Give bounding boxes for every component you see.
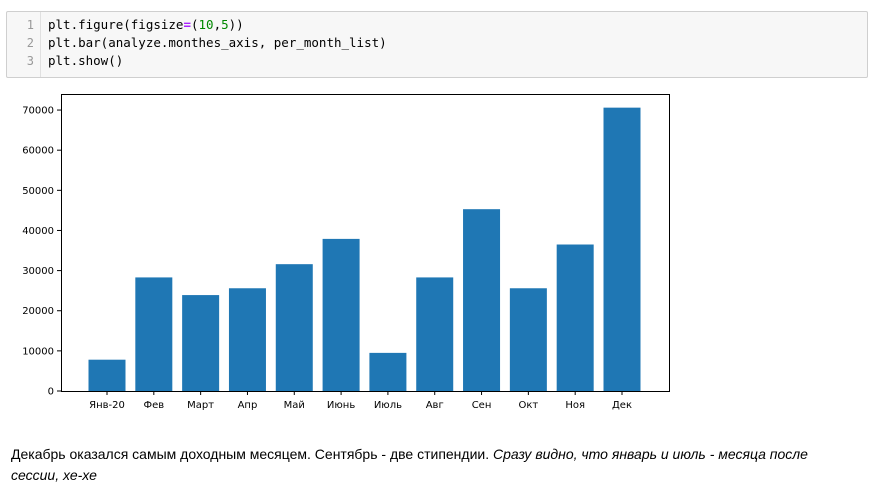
x-axis: Янв-20 Фев Март Апр Май Июнь Июль Авг Сен Окт Ноя Д…: [89, 391, 632, 411]
code-token: )): [228, 17, 244, 32]
bar: [135, 277, 173, 391]
code-line[interactable]: plt.figure(figsize=(10,5)): [48, 16, 244, 34]
bar: [228, 288, 266, 391]
markdown-italic-text: Сразу видно, что январь и июль - месяца …: [11, 446, 808, 483]
code-token-number: 10: [198, 17, 214, 32]
code-line[interactable]: plt.show(): [48, 53, 124, 68]
y-tick-label: 0: [48, 387, 54, 398]
bar: [275, 264, 313, 391]
bar: [416, 277, 454, 391]
bar: [556, 244, 594, 391]
x-tick-label: Окт: [518, 400, 538, 411]
x-tick-label: Ноя: [565, 400, 585, 411]
x-tick-label: Март: [187, 400, 214, 411]
code-token-number: 5: [221, 17, 229, 32]
y-tick-label: 20000: [22, 306, 54, 317]
code-cell[interactable]: 1 2 3 plt.figure(figsize=(10,5)) plt.bar…: [6, 11, 868, 78]
code-line[interactable]: plt.bar(analyze.monthes_axis, per_month_…: [48, 35, 387, 50]
x-tick-label: Сен: [472, 400, 492, 411]
line-number: 2: [26, 36, 34, 50]
y-tick-label: 40000: [22, 226, 54, 237]
bar-chart: 0 10000 20000 30000 40000 50000 60000 70000 Янв…: [22, 94, 670, 411]
plot-frame: [61, 94, 670, 392]
y-tick-label: 10000: [22, 346, 54, 357]
code-token: plt.figure(figsize: [48, 17, 184, 32]
x-tick-label: Апр: [238, 400, 258, 411]
code-token: (: [191, 17, 199, 32]
bar: [322, 238, 360, 391]
bar: [463, 209, 501, 391]
y-tick-label: 60000: [22, 146, 54, 157]
x-tick-label: Май: [284, 400, 305, 411]
bar: [603, 107, 641, 392]
bar: [88, 359, 126, 391]
bars-group: [88, 107, 641, 392]
x-tick-label: Янв-20: [89, 400, 125, 411]
y-axis: 0 10000 20000 30000 40000 50000 60000 70000: [22, 106, 62, 398]
code-token: ,: [213, 17, 222, 32]
bar: [182, 295, 220, 391]
line-number: 1: [26, 18, 34, 32]
y-tick-label: 70000: [22, 106, 54, 117]
markdown-text: Декабрь оказался самым доходным месяцем.…: [11, 446, 490, 462]
bar: [509, 288, 547, 391]
x-tick-label: Фев: [143, 400, 164, 411]
x-tick-label: Июль: [374, 400, 402, 411]
y-tick-label: 50000: [22, 186, 54, 197]
bar: [369, 352, 407, 391]
x-tick-label: Авг: [426, 400, 444, 411]
x-tick-label: Июнь: [327, 400, 355, 411]
x-tick-label: Дек: [612, 400, 632, 411]
markdown-cell: Декабрь оказался самым доходным месяцем.…: [11, 444, 851, 486]
line-number: 3: [26, 54, 34, 68]
code-token-operator: =: [183, 17, 191, 32]
y-tick-label: 30000: [22, 266, 54, 277]
line-number-gutter: 1 2 3: [7, 12, 41, 77]
